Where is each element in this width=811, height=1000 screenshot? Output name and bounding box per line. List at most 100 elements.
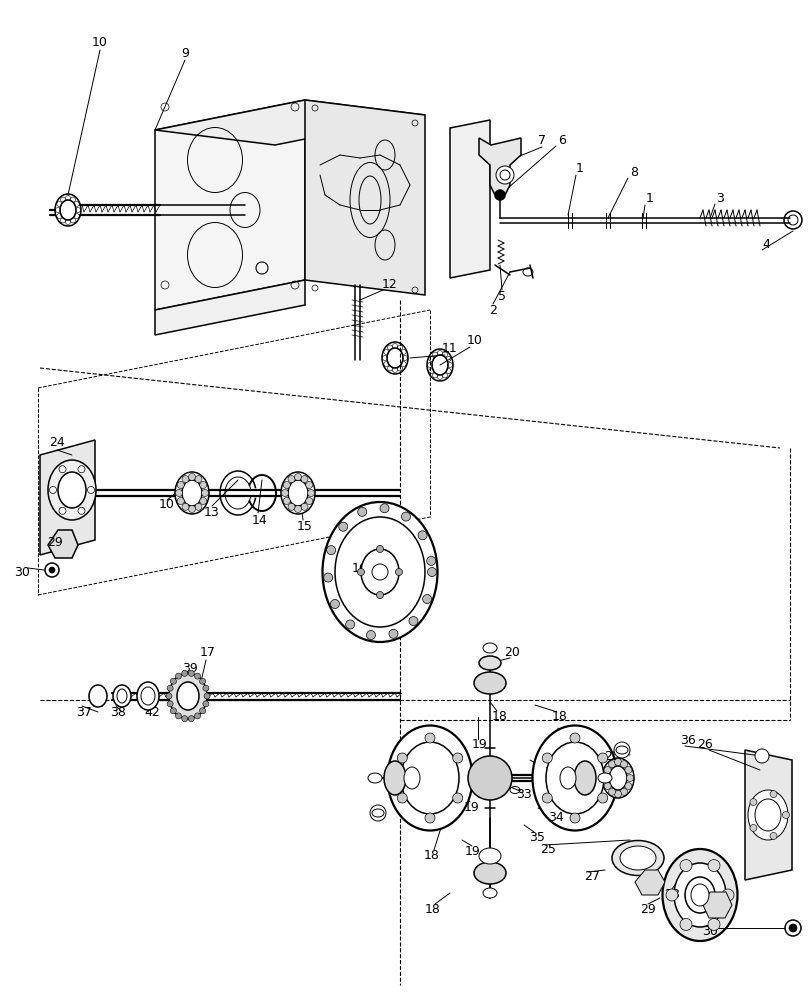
Ellipse shape [404, 767, 419, 789]
Circle shape [542, 793, 551, 803]
Circle shape [707, 860, 719, 872]
Circle shape [294, 474, 301, 481]
Ellipse shape [662, 849, 736, 941]
Circle shape [203, 701, 208, 707]
Ellipse shape [620, 846, 655, 870]
Polygon shape [449, 120, 489, 278]
Circle shape [749, 824, 756, 831]
Text: 18: 18 [491, 710, 508, 724]
Circle shape [306, 482, 312, 488]
Text: 25: 25 [539, 843, 556, 856]
Text: 1: 1 [646, 192, 653, 205]
Ellipse shape [690, 884, 708, 906]
Text: 18: 18 [423, 849, 440, 862]
Circle shape [182, 503, 189, 510]
Ellipse shape [288, 480, 307, 506]
Ellipse shape [361, 549, 398, 595]
Ellipse shape [478, 848, 500, 864]
Text: 22: 22 [423, 803, 440, 816]
Circle shape [301, 503, 307, 510]
Text: 27: 27 [583, 870, 599, 883]
Circle shape [380, 504, 388, 513]
Polygon shape [305, 100, 424, 295]
Text: 34: 34 [547, 811, 563, 824]
Polygon shape [478, 138, 521, 195]
Ellipse shape [113, 685, 131, 707]
Text: 26: 26 [697, 738, 712, 752]
Text: 10: 10 [466, 334, 483, 347]
Circle shape [281, 489, 288, 496]
Circle shape [418, 531, 427, 540]
Text: 4: 4 [762, 238, 769, 251]
Text: 17: 17 [200, 646, 216, 658]
Ellipse shape [117, 689, 127, 703]
Ellipse shape [573, 761, 595, 795]
Circle shape [603, 782, 611, 789]
Ellipse shape [48, 460, 96, 520]
Circle shape [175, 713, 182, 719]
Circle shape [707, 918, 719, 930]
Text: 39: 39 [182, 662, 198, 674]
Circle shape [769, 791, 776, 798]
Ellipse shape [322, 502, 437, 642]
Circle shape [294, 506, 301, 512]
Text: 38: 38 [110, 706, 126, 718]
Circle shape [170, 678, 176, 684]
Circle shape [424, 733, 435, 743]
Circle shape [306, 497, 312, 504]
Circle shape [170, 708, 176, 714]
Circle shape [424, 813, 435, 823]
Text: 35: 35 [529, 831, 544, 844]
Circle shape [427, 556, 436, 565]
Ellipse shape [608, 766, 626, 790]
Circle shape [167, 701, 173, 707]
Text: 29: 29 [47, 536, 62, 548]
Circle shape [188, 670, 194, 676]
Circle shape [679, 860, 691, 872]
Ellipse shape [532, 725, 616, 830]
Circle shape [288, 503, 294, 510]
Circle shape [195, 713, 200, 719]
Ellipse shape [371, 809, 384, 817]
Ellipse shape [673, 863, 725, 927]
Text: 10: 10 [159, 498, 174, 512]
Polygon shape [744, 750, 791, 880]
Text: 8: 8 [629, 166, 637, 179]
Circle shape [569, 813, 579, 823]
Text: 42: 42 [144, 706, 160, 718]
Ellipse shape [611, 840, 663, 876]
Ellipse shape [401, 742, 458, 814]
Ellipse shape [58, 472, 86, 508]
Ellipse shape [545, 742, 603, 814]
Circle shape [203, 685, 208, 691]
Text: 24: 24 [49, 436, 65, 450]
Ellipse shape [754, 799, 780, 831]
Circle shape [165, 693, 172, 699]
Circle shape [200, 497, 207, 504]
Circle shape [357, 568, 364, 576]
Circle shape [175, 673, 182, 679]
Text: 34: 34 [543, 766, 560, 779]
Circle shape [78, 507, 85, 514]
Text: 30: 30 [702, 925, 717, 938]
Ellipse shape [474, 672, 505, 694]
Circle shape [326, 546, 335, 555]
Text: 15: 15 [297, 520, 312, 534]
Circle shape [301, 476, 307, 483]
Text: 19: 19 [471, 738, 487, 752]
Text: 29: 29 [639, 903, 655, 916]
Text: 28: 28 [663, 888, 679, 901]
Circle shape [769, 832, 776, 839]
Circle shape [620, 761, 627, 768]
Circle shape [188, 716, 194, 722]
Circle shape [679, 918, 691, 930]
Circle shape [397, 753, 407, 763]
Circle shape [626, 774, 633, 781]
Circle shape [749, 799, 756, 806]
Ellipse shape [89, 685, 107, 707]
Ellipse shape [560, 767, 575, 789]
Circle shape [59, 507, 66, 514]
Text: 20: 20 [504, 646, 519, 658]
Text: 5: 5 [497, 290, 505, 302]
Ellipse shape [182, 480, 202, 506]
